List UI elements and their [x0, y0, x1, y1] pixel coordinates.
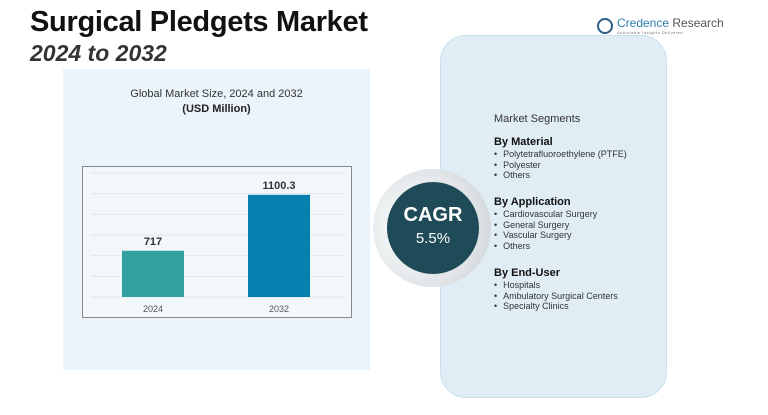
bar-2032	[248, 194, 310, 297]
logo-tagline: Actionable Insights Delivered	[617, 30, 684, 35]
segments-title: Market Segments	[494, 113, 581, 125]
credence-research-logo: Credence Research Actionable Insights De…	[597, 16, 724, 35]
page-subtitle: 2024 to 2032	[30, 40, 167, 66]
segment-item: Vascular Surgery	[494, 230, 597, 241]
bar-chart: 717 2024 1100.3 2032	[91, 172, 345, 314]
segment-group-material: By Material Polytetrafluoroethylene (PTF…	[494, 136, 627, 181]
segment-group-end-user: By End-User HospitalsAmbulatory Surgical…	[494, 267, 618, 312]
page-title: Surgical Pledgets Market	[30, 6, 368, 38]
logo-mark-icon	[597, 17, 613, 34]
x-tick-label: 2032	[269, 304, 289, 314]
logo-name-2: Research	[669, 16, 724, 30]
segment-item: Ambulatory Surgical Centers	[494, 291, 618, 302]
segment-heading: By Application	[494, 196, 571, 208]
cagr-value: 5.5%	[415, 230, 451, 247]
segment-item: General Surgery	[494, 220, 597, 231]
segment-item: Others	[494, 241, 597, 252]
cagr-badge: CAGR 5.5%	[387, 182, 479, 274]
segment-heading: By End-User	[494, 267, 561, 279]
segment-item: Polytetrafluoroethylene (PTFE)	[494, 149, 627, 160]
chart-frame: 717 2024 1100.3 2032	[82, 166, 352, 318]
logo-name-1: Credence	[617, 16, 670, 30]
segment-item: Hospitals	[494, 280, 618, 291]
segment-group-application: By Application Cardiovascular SurgeryGen…	[494, 196, 597, 251]
segment-heading: By Material	[494, 136, 553, 148]
data-label: 717	[144, 236, 162, 248]
cagr-label: CAGR	[403, 204, 463, 226]
bar-2024	[122, 250, 184, 297]
chart-panel: Global Market Size, 2024 and 2032 (USD M…	[63, 69, 370, 370]
segment-item: Specialty Clinics	[494, 301, 618, 312]
segment-item: Polyester	[494, 160, 627, 171]
chart-title: Global Market Size, 2024 and 2032	[130, 88, 303, 100]
chart-unit: (USD Million)	[182, 103, 251, 115]
segment-item: Others	[494, 170, 627, 181]
x-tick-label: 2024	[143, 304, 163, 314]
data-label: 1100.3	[262, 180, 295, 192]
segment-item: Cardiovascular Surgery	[494, 209, 597, 220]
